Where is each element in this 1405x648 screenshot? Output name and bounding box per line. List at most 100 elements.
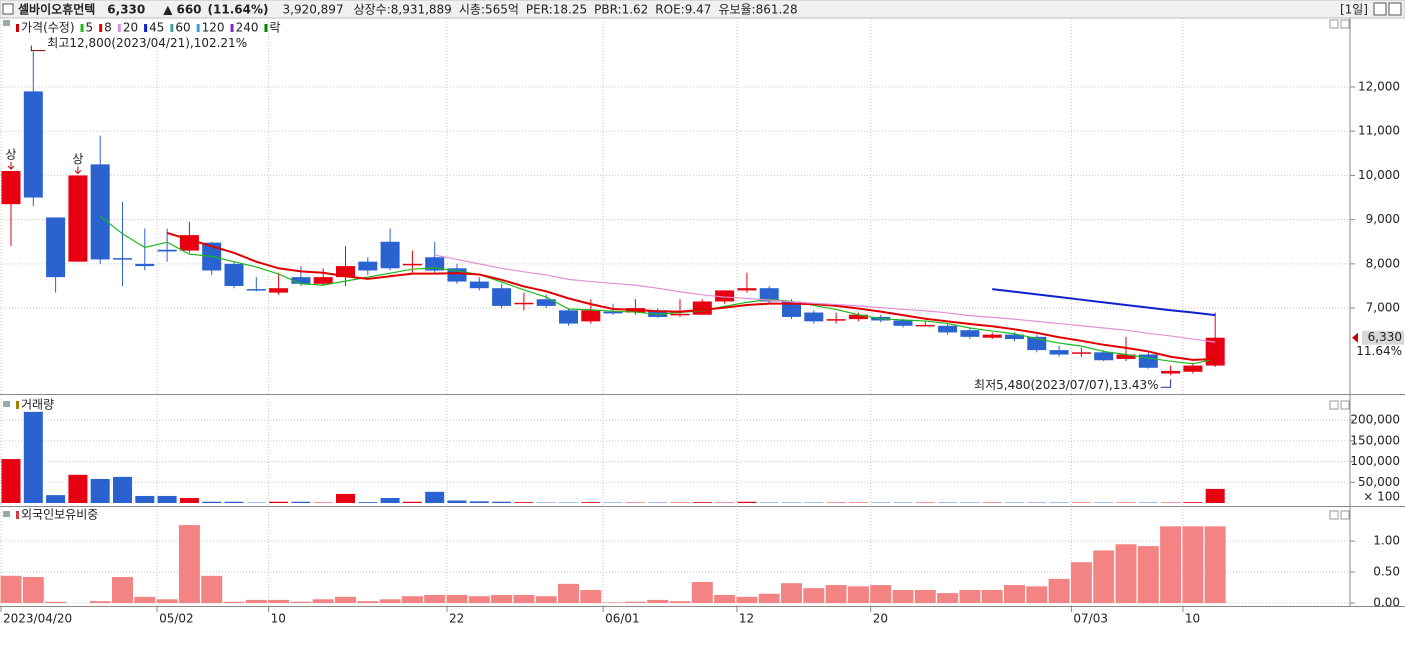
pane-icon [3, 401, 10, 407]
bar [135, 495, 155, 503]
bar [335, 596, 356, 603]
pane-icon [3, 511, 10, 517]
candle-body [425, 257, 445, 271]
x-tick-label: 22 [449, 612, 464, 626]
bar [602, 602, 624, 603]
y-tick-label: 100,000 [1350, 454, 1400, 468]
bar [290, 601, 312, 603]
bar [1204, 526, 1226, 603]
header-item: 유보율:861.28 [718, 3, 797, 17]
pane-button [1340, 510, 1350, 520]
y-tick-label: 0.50 [1373, 565, 1400, 579]
bar [847, 586, 869, 603]
bar [1026, 586, 1048, 603]
candle-body [1116, 354, 1136, 359]
legend-swatch [16, 24, 19, 32]
pane-button [1340, 400, 1350, 410]
bar [45, 601, 67, 603]
y-tick-label: 8,000 [1366, 256, 1400, 270]
annotation-arrow [1160, 379, 1172, 388]
candle-body [915, 324, 935, 327]
x-tick-label: 10 [271, 612, 286, 626]
bar [447, 500, 467, 503]
limit-marker: 상 [5, 148, 16, 162]
close-button[interactable] [1388, 2, 1402, 16]
bar [134, 596, 156, 603]
pane-button [1329, 510, 1339, 520]
bar [312, 599, 334, 603]
candle-body [670, 313, 690, 316]
legend-label: 락 [269, 21, 280, 35]
header-item: PBR:1.62 [594, 3, 648, 17]
bar [156, 599, 178, 603]
title-bar [0, 0, 1405, 19]
bar [580, 590, 602, 603]
bar [22, 577, 44, 603]
header-item: ROE:9.47 [655, 3, 711, 17]
ma-line [434, 254, 1216, 343]
limit-marker: 상 [72, 152, 83, 166]
bar [0, 575, 22, 603]
bar [1137, 546, 1159, 603]
legend-swatch [170, 24, 174, 32]
bar [737, 501, 757, 503]
x-tick-label: 05/02 [159, 612, 194, 626]
legend-swatch [144, 24, 148, 32]
candle-body [23, 91, 43, 198]
candle-body [759, 288, 779, 302]
candle-body [313, 277, 333, 284]
bar [1183, 502, 1203, 503]
header-text: 6,330 [107, 3, 145, 17]
bar [112, 577, 133, 603]
header-item: 시총:565억 [459, 3, 519, 17]
legend-label: 45 [149, 21, 164, 35]
bar [492, 501, 512, 503]
legend-swatch [99, 24, 103, 32]
x-tick-label: 07/03 [1073, 612, 1108, 626]
bar [914, 590, 936, 603]
legend-label: 5 [86, 21, 94, 35]
restore-button[interactable] [1373, 2, 1387, 16]
bar [513, 594, 535, 603]
bar [758, 593, 780, 603]
bar [714, 594, 736, 603]
bar [514, 502, 534, 503]
bar [1070, 562, 1092, 603]
bar [89, 601, 111, 603]
header-text: 3,920,897 [283, 3, 344, 17]
change-label: 11.64% [1356, 344, 1402, 358]
bar [469, 501, 489, 503]
legend-label: 가격(수정) [21, 21, 75, 35]
limit-arrow [7, 162, 15, 170]
pane-button [1340, 19, 1350, 29]
candle-body [469, 281, 489, 289]
bar [336, 493, 355, 503]
bar [113, 476, 132, 503]
candle-body [68, 175, 88, 262]
candle-body [893, 320, 913, 326]
legend-label: 8 [104, 21, 112, 35]
bar [870, 585, 892, 603]
bar [1115, 544, 1137, 603]
y-tick-label: 1.00 [1373, 534, 1400, 548]
candle-body [603, 311, 623, 314]
bar [90, 478, 110, 503]
legend-swatch [117, 24, 121, 32]
bar [46, 495, 66, 503]
candle-body [559, 310, 578, 324]
checkbox[interactable] [2, 3, 14, 15]
bar [157, 495, 177, 503]
legend-label: 120 [202, 21, 225, 35]
bar [357, 601, 379, 603]
bar [491, 594, 513, 603]
bar [269, 501, 289, 503]
bar [736, 596, 758, 603]
bar [201, 575, 223, 603]
candle-body [90, 164, 110, 260]
bar [892, 590, 914, 603]
y-tick-label: 150,000 [1350, 433, 1400, 447]
legend-label: 240 [236, 21, 259, 35]
candle-body [1071, 352, 1091, 354]
bar [959, 590, 981, 603]
